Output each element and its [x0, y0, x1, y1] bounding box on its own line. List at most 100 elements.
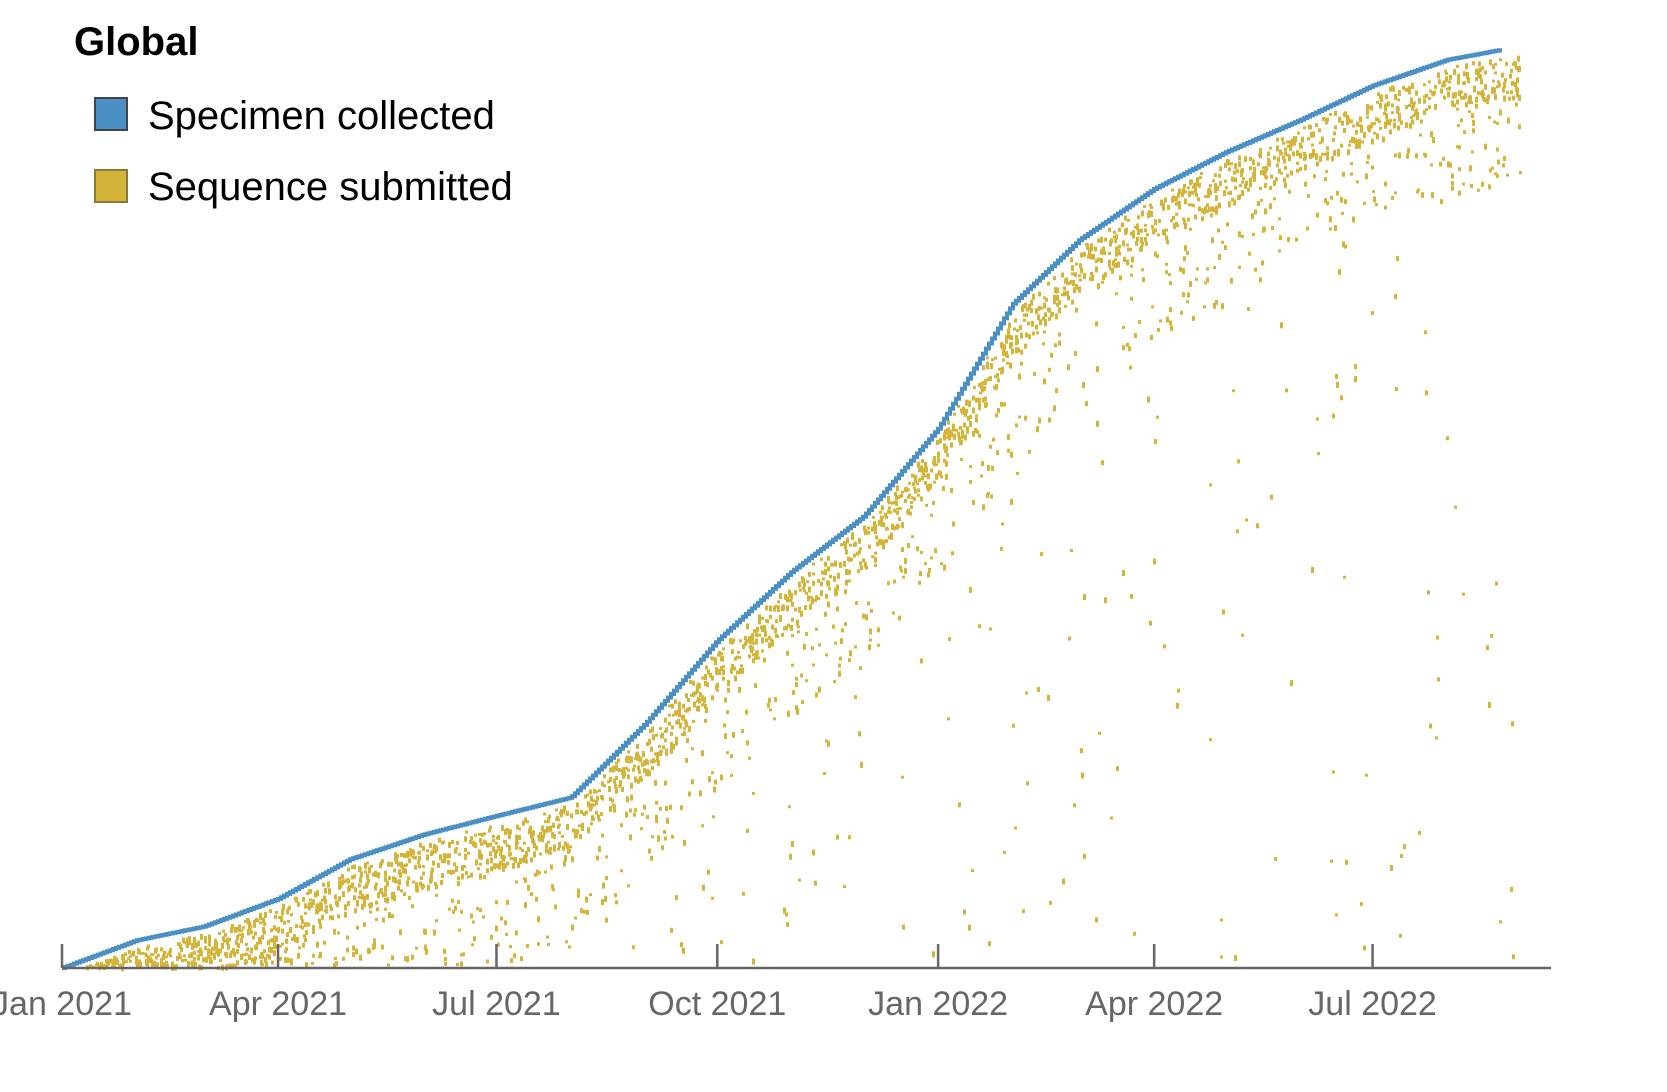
- sequence-submitted-point: [526, 820, 529, 824]
- sequence-submitted-point: [742, 644, 745, 650]
- sequence-submitted-point: [1285, 388, 1288, 393]
- sequence-submitted-point: [275, 944, 278, 949]
- sequence-submitted-point: [840, 638, 843, 644]
- sequence-submitted-point: [1289, 145, 1292, 151]
- sequence-submitted-point: [1063, 286, 1066, 291]
- sequence-submitted-point: [1063, 291, 1066, 297]
- sequence-submitted-point: [354, 908, 357, 914]
- sequence-submitted-point: [1067, 295, 1070, 301]
- sequence-submitted-point: [258, 937, 261, 943]
- sequence-submitted-point: [1385, 94, 1388, 100]
- sequence-submitted-point: [1104, 237, 1107, 242]
- sequence-submitted-point: [911, 473, 914, 478]
- sequence-submitted-point: [1058, 307, 1061, 314]
- sequence-submitted-point: [988, 941, 991, 947]
- sequence-submitted-point: [1375, 203, 1378, 207]
- sequence-submitted-point: [953, 435, 956, 440]
- sequence-submitted-point: [1457, 73, 1460, 78]
- sequence-submitted-point: [1311, 154, 1314, 158]
- sequence-submitted-point: [529, 828, 532, 835]
- sequence-submitted-point: [1335, 913, 1338, 917]
- sequence-submitted-point: [1267, 151, 1270, 157]
- sequence-submitted-point: [1321, 136, 1324, 143]
- sequence-submitted-point: [820, 557, 823, 561]
- sequence-submitted-point: [197, 941, 200, 946]
- sequence-submitted-point: [727, 687, 730, 693]
- sequence-submitted-point: [1497, 159, 1500, 165]
- sequence-submitted-point: [1269, 203, 1272, 210]
- sequence-submitted-point: [1343, 575, 1346, 579]
- sequence-submitted-point: [293, 934, 296, 938]
- sequence-submitted-point: [851, 532, 854, 538]
- sequence-submitted-point: [885, 515, 888, 520]
- sequence-submitted-point: [1016, 329, 1019, 332]
- sequence-submitted-point: [1070, 257, 1073, 263]
- sequence-submitted-point: [1098, 731, 1101, 735]
- sequence-submitted-point: [1330, 859, 1333, 863]
- sequence-submitted-point: [744, 636, 747, 640]
- sequence-submitted-point: [397, 861, 400, 867]
- sequence-submitted-point: [997, 408, 1000, 414]
- sequence-submitted-point: [704, 703, 707, 709]
- sequence-submitted-point: [752, 792, 755, 795]
- sequence-submitted-point: [733, 666, 736, 671]
- sequence-submitted-point: [304, 922, 307, 928]
- sequence-submitted-point: [1434, 84, 1437, 89]
- sequence-submitted-point: [533, 851, 536, 858]
- sequence-submitted-point: [1087, 254, 1090, 259]
- sequence-submitted-point: [1326, 117, 1329, 122]
- sequence-submitted-point: [228, 963, 231, 968]
- sequence-submitted-point: [122, 955, 125, 961]
- sequence-submitted-point: [1237, 459, 1240, 464]
- sequence-submitted-point: [1393, 122, 1396, 129]
- sequence-submitted-point: [1061, 293, 1064, 297]
- sequence-submitted-point: [1394, 93, 1397, 100]
- sequence-submitted-point: [1126, 243, 1129, 247]
- sequence-submitted-point: [1488, 184, 1491, 190]
- sequence-submitted-point: [881, 516, 884, 519]
- sequence-submitted-point: [1479, 74, 1482, 80]
- sequence-submitted-point: [825, 739, 828, 743]
- sequence-submitted-point: [595, 790, 598, 794]
- sequence-submitted-point: [1037, 307, 1040, 311]
- sequence-submitted-point: [1199, 176, 1202, 180]
- sequence-submitted-point: [549, 851, 552, 855]
- sequence-submitted-point: [681, 733, 684, 737]
- sequence-submitted-point: [633, 764, 636, 768]
- sequence-submitted-point: [1387, 101, 1390, 107]
- sequence-submitted-point: [186, 943, 189, 949]
- sequence-submitted-point: [1158, 219, 1161, 224]
- sequence-submitted-point: [890, 535, 893, 540]
- sequence-submitted-point: [643, 759, 646, 766]
- sequence-submitted-point: [720, 774, 723, 781]
- sequence-submitted-point: [756, 626, 759, 632]
- sequence-submitted-point: [230, 927, 233, 934]
- sequence-submitted-point: [544, 870, 547, 874]
- sequence-submitted-point: [462, 952, 465, 957]
- sequence-submitted-point: [668, 704, 671, 708]
- sequence-submitted-point: [1473, 87, 1476, 93]
- sequence-submitted-point: [662, 745, 665, 750]
- sequence-submitted-point: [757, 656, 760, 660]
- sequence-submitted-point: [226, 939, 229, 946]
- sequence-submitted-point: [448, 907, 451, 911]
- sequence-submitted-point: [448, 842, 451, 847]
- sequence-submitted-point: [553, 833, 556, 839]
- sequence-submitted-point: [576, 829, 579, 835]
- sequence-submitted-point: [711, 896, 714, 900]
- sequence-submitted-point: [302, 896, 305, 902]
- sequence-submitted-point: [414, 864, 417, 870]
- sequence-submitted-point: [1102, 274, 1105, 281]
- sequence-submitted-point: [1085, 242, 1088, 246]
- sequence-submitted-point: [1424, 152, 1427, 158]
- sequence-submitted-point: [355, 948, 358, 955]
- sequence-submitted-point: [568, 945, 571, 949]
- sequence-submitted-point: [1312, 149, 1315, 156]
- sequence-submitted-point: [1140, 237, 1143, 244]
- sequence-submitted-point: [1122, 570, 1125, 576]
- sequence-submitted-point: [1195, 192, 1198, 197]
- sequence-submitted-point: [854, 645, 857, 649]
- sequence-submitted-point: [1182, 292, 1185, 298]
- sequence-submitted-point: [1407, 147, 1410, 154]
- sequence-submitted-point: [532, 830, 535, 837]
